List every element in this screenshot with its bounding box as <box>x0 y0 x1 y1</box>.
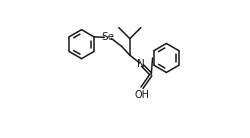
Text: OH: OH <box>134 90 149 99</box>
Text: Se: Se <box>101 32 114 42</box>
Text: N: N <box>137 59 145 69</box>
